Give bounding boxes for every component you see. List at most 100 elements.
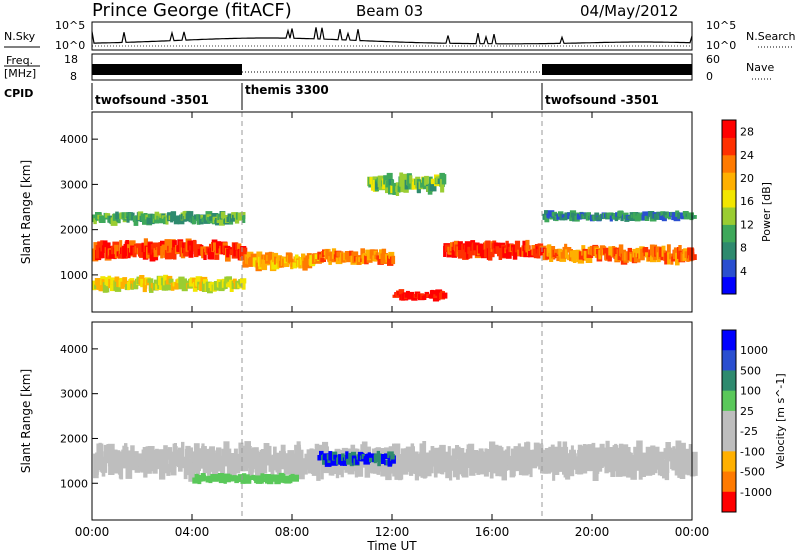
power-cell [110, 284, 116, 292]
x-tick-label: 00:00 [675, 525, 710, 539]
velocity-cell [686, 453, 691, 476]
power-cell [315, 259, 322, 264]
beam-title: Beam 03 [356, 2, 423, 20]
power-cell [168, 278, 174, 284]
y-tick-label: 2000 [60, 224, 88, 237]
velocity-cell [260, 473, 265, 480]
power-cell [351, 251, 359, 256]
nsky-label: N.Sky [4, 30, 36, 43]
power-cell [106, 213, 111, 217]
power-colorbar-label: Power [dB] [760, 182, 773, 242]
power-cell [405, 290, 410, 297]
power-cell [240, 247, 248, 260]
velocity-cell [384, 453, 389, 459]
velocity-heatmap-cells [93, 440, 698, 485]
velocity-cell [240, 476, 246, 484]
power-colorbar-tick: 16 [740, 195, 754, 208]
velocity-cell [370, 453, 375, 458]
power-cell [193, 239, 197, 252]
velocity-cell [688, 444, 692, 464]
power-cell [390, 179, 395, 186]
velocity-cell [673, 448, 677, 460]
velocity-cell [273, 474, 277, 480]
velocity-ylabel: Slant Range [km] [19, 369, 33, 473]
power-cell [331, 248, 337, 259]
power-cell [99, 247, 105, 259]
power-cell [536, 249, 541, 259]
power-colorbar-tick: 20 [740, 172, 754, 185]
velocity-cell [316, 459, 321, 481]
power-cell [564, 214, 569, 219]
power-cell [179, 241, 184, 252]
velocity-cell [387, 457, 393, 467]
velocity-cell [631, 455, 635, 473]
velocity-colorbar-tick: 25 [740, 405, 754, 418]
power-colorbar-swatch [722, 172, 736, 191]
power-colorbar-tick: 8 [740, 242, 747, 255]
power-colorbar-swatch [722, 207, 736, 225]
velocity-cell [159, 449, 164, 459]
power-colorbar-swatch [722, 154, 736, 173]
velocity-cell [382, 454, 386, 460]
freq-panel: Freq. [MHz] 18 8 60 0 Nave [4, 53, 774, 83]
power-cell [666, 244, 671, 256]
power-cell [194, 249, 200, 255]
velocity-cell [449, 455, 453, 481]
power-cell [408, 178, 412, 190]
velocity-cell [237, 477, 244, 483]
velocity-cell [577, 444, 583, 469]
power-colorbar-swatch [722, 259, 736, 278]
power-cell [667, 252, 671, 265]
power-cell [234, 217, 240, 224]
velocity-cell [529, 459, 533, 478]
time-axis-label: Time UT [366, 539, 417, 553]
station-title: Prince George (fitACF) [92, 0, 292, 21]
power-cell [451, 246, 458, 258]
power-cell [226, 248, 230, 258]
power-cell [614, 215, 619, 222]
velocity-cell [373, 454, 377, 464]
velocity-cell [220, 460, 226, 477]
power-cell [170, 282, 175, 291]
velocity-cell [367, 452, 371, 463]
power-cell [163, 274, 169, 286]
power-cell [390, 185, 395, 194]
velocity-cell [650, 445, 656, 461]
power-cell [219, 216, 225, 226]
power-cell [97, 278, 101, 283]
velocity-cell [485, 449, 491, 462]
power-cell [655, 214, 659, 219]
power-cell [440, 179, 445, 193]
velocity-cell [195, 460, 200, 476]
nsearch-tick-high: 10^5 [706, 19, 736, 32]
power-cell [691, 254, 697, 260]
velocity-cell [369, 457, 374, 463]
velocity-cell [455, 445, 459, 460]
velocity-cell [636, 440, 643, 466]
y-tick-label: 4000 [60, 343, 88, 356]
power-cell [505, 240, 509, 252]
velocity-cell [327, 458, 333, 463]
power-cell [231, 280, 235, 290]
freq-tick-high: 18 [64, 53, 78, 66]
nave-label: Nave [746, 61, 774, 74]
velocity-cell [570, 456, 575, 477]
power-cell [116, 215, 120, 223]
power-cell [199, 216, 204, 225]
velocity-cell [512, 462, 516, 477]
velocity-cell [409, 460, 414, 474]
date-title: 04/May/2012 [580, 2, 678, 20]
power-cell [442, 292, 448, 299]
velocity-cell [235, 458, 241, 474]
velocity-cell [405, 457, 409, 468]
velocity-cell [666, 448, 670, 473]
velocity-cell [691, 451, 698, 476]
power-cell [647, 255, 652, 262]
power-cell [564, 249, 569, 258]
power-cell [549, 216, 556, 220]
power-cell [301, 253, 306, 260]
power-cell [146, 217, 152, 225]
power-cell [444, 244, 450, 252]
power-cell [119, 240, 123, 254]
power-cell [325, 249, 329, 259]
